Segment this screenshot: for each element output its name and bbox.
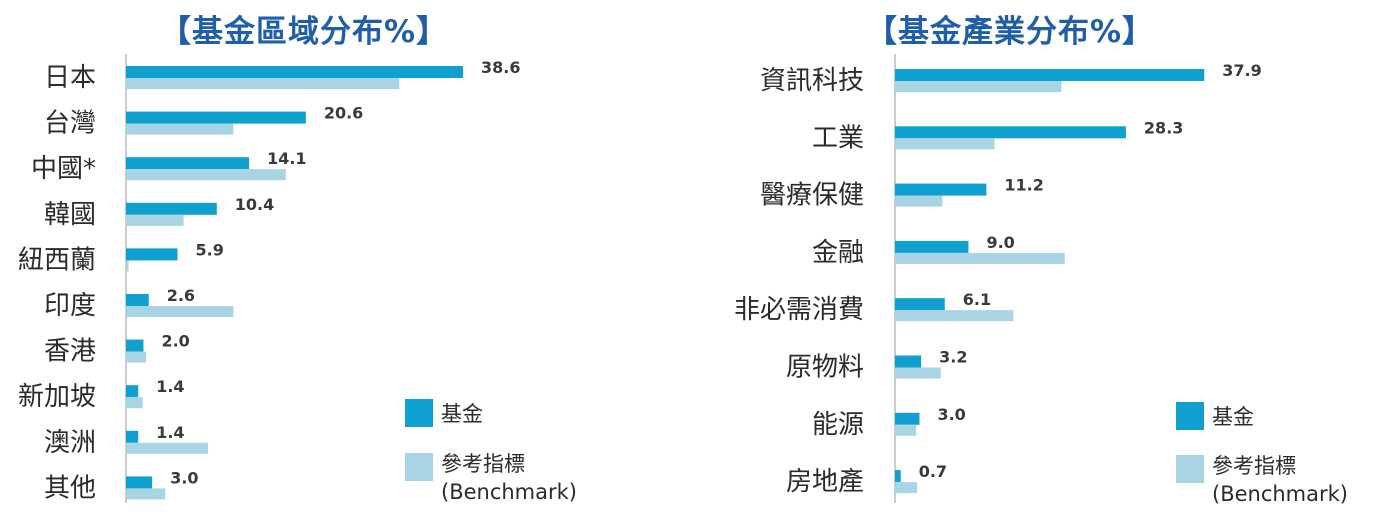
region-benchmark-bar <box>126 214 184 226</box>
sector-data-label: 9.0 <box>986 233 1014 252</box>
sector-benchmark-bar <box>895 367 941 379</box>
region-fund-bar <box>126 385 139 398</box>
sector-legend-benchmark-label: 參考指標 <box>1212 454 1296 478</box>
region-chart-title: 【基金區域分布%】 <box>160 14 449 50</box>
sector-legend-benchmark-swatch <box>1176 455 1204 483</box>
sector-category-label: 醫療保健 <box>760 181 864 211</box>
sector-legend-fund-label: 基金 <box>1212 405 1254 429</box>
region-legend-fund-label: 基金 <box>441 402 483 426</box>
region-category-label: 印度 <box>44 291 96 321</box>
sector-data-label: 37.9 <box>1222 61 1261 80</box>
sector-category-label: 原物料 <box>786 353 864 383</box>
sector-benchmark-bar <box>895 310 1014 322</box>
region-fund-bar <box>126 66 463 78</box>
region-benchmark-bar <box>126 123 234 135</box>
region-category-label: 中國* <box>31 154 96 184</box>
region-category-label: 香港 <box>44 337 96 367</box>
sector-fund-bar <box>895 470 901 483</box>
region-category-label: 其他 <box>44 473 96 503</box>
region-fund-bar <box>126 294 149 306</box>
region-benchmark-bar <box>126 306 234 317</box>
sector-fund-bar <box>895 412 920 425</box>
sector-data-label: 28.3 <box>1144 118 1183 137</box>
region-data-label: 1.4 <box>156 377 184 396</box>
region-fund-bar <box>126 202 217 215</box>
region-fund-bar <box>126 157 250 170</box>
sector-benchmark-bar <box>895 424 917 436</box>
sector-fund-bar <box>895 69 1205 81</box>
region-category-label: 紐西蘭 <box>18 245 96 275</box>
sector-category-label: 工業 <box>812 123 864 153</box>
region-fund-bar <box>126 476 153 489</box>
sector-data-label: 3.2 <box>939 348 967 367</box>
region-fund-bar <box>126 248 178 261</box>
region-data-label: 5.9 <box>196 240 224 259</box>
sector-benchmark-bar <box>895 195 943 207</box>
sector-legend-fund-swatch <box>1176 402 1204 430</box>
sector-benchmark-bar <box>895 252 1065 264</box>
sector-fund-bar <box>895 240 969 253</box>
sector-legend-benchmark-sublabel: (Benchmark) <box>1212 482 1348 506</box>
sector-data-label: 11.2 <box>1004 176 1043 195</box>
sector-category-label: 房地產 <box>786 467 864 497</box>
region-fund-bar <box>126 339 144 352</box>
sector-fund-bar <box>895 298 945 311</box>
region-category-label: 韓國 <box>44 200 96 230</box>
region-benchmark-bar <box>126 397 143 409</box>
region-data-label: 3.0 <box>170 468 198 487</box>
sector-fund-bar <box>895 355 922 368</box>
sector-chart-title: 【基金產業分布%】 <box>866 14 1155 50</box>
region-category-label: 台灣 <box>44 109 96 139</box>
region-category-label: 新加坡 <box>18 382 96 412</box>
sector-benchmark-bar <box>895 138 995 150</box>
region-benchmark-bar <box>126 78 400 89</box>
region-data-label: 38.6 <box>481 58 520 77</box>
region-data-label: 10.4 <box>235 195 274 214</box>
region-legend-benchmark-sublabel: (Benchmark) <box>441 480 577 504</box>
region-data-label: 1.4 <box>156 423 184 442</box>
region-data-label: 2.0 <box>161 332 189 351</box>
region-data-label: 2.6 <box>167 286 195 305</box>
region-benchmark-bar <box>126 260 129 272</box>
region-benchmark-bar <box>126 488 166 500</box>
sector-category-label: 非必需消費 <box>734 295 864 325</box>
sector-benchmark-bar <box>895 482 918 494</box>
region-data-label: 20.6 <box>324 104 363 123</box>
region-legend-fund-swatch <box>405 399 433 427</box>
region-data-label: 14.1 <box>267 149 306 168</box>
region-legend-benchmark-swatch <box>405 453 433 481</box>
region-category-label: 日本 <box>44 63 96 93</box>
region-benchmark-bar <box>126 442 209 454</box>
sector-fund-bar <box>895 183 987 196</box>
sector-category-label: 資訊科技 <box>760 66 864 96</box>
sector-data-label: 3.0 <box>937 405 965 424</box>
sector-category-label: 金融 <box>812 238 864 268</box>
sector-data-label: 6.1 <box>963 290 991 309</box>
region-legend-benchmark-label: 參考指標 <box>441 452 525 476</box>
region-benchmark-bar <box>126 169 286 181</box>
sector-data-label: 0.7 <box>919 462 947 481</box>
region-fund-bar <box>126 111 306 124</box>
sector-benchmark-bar <box>895 81 1062 92</box>
region-fund-bar <box>126 430 139 443</box>
sector-category-label: 能源 <box>812 410 864 440</box>
sector-fund-bar <box>895 126 1126 139</box>
region-category-label: 澳洲 <box>44 428 96 458</box>
region-benchmark-bar <box>126 351 147 363</box>
